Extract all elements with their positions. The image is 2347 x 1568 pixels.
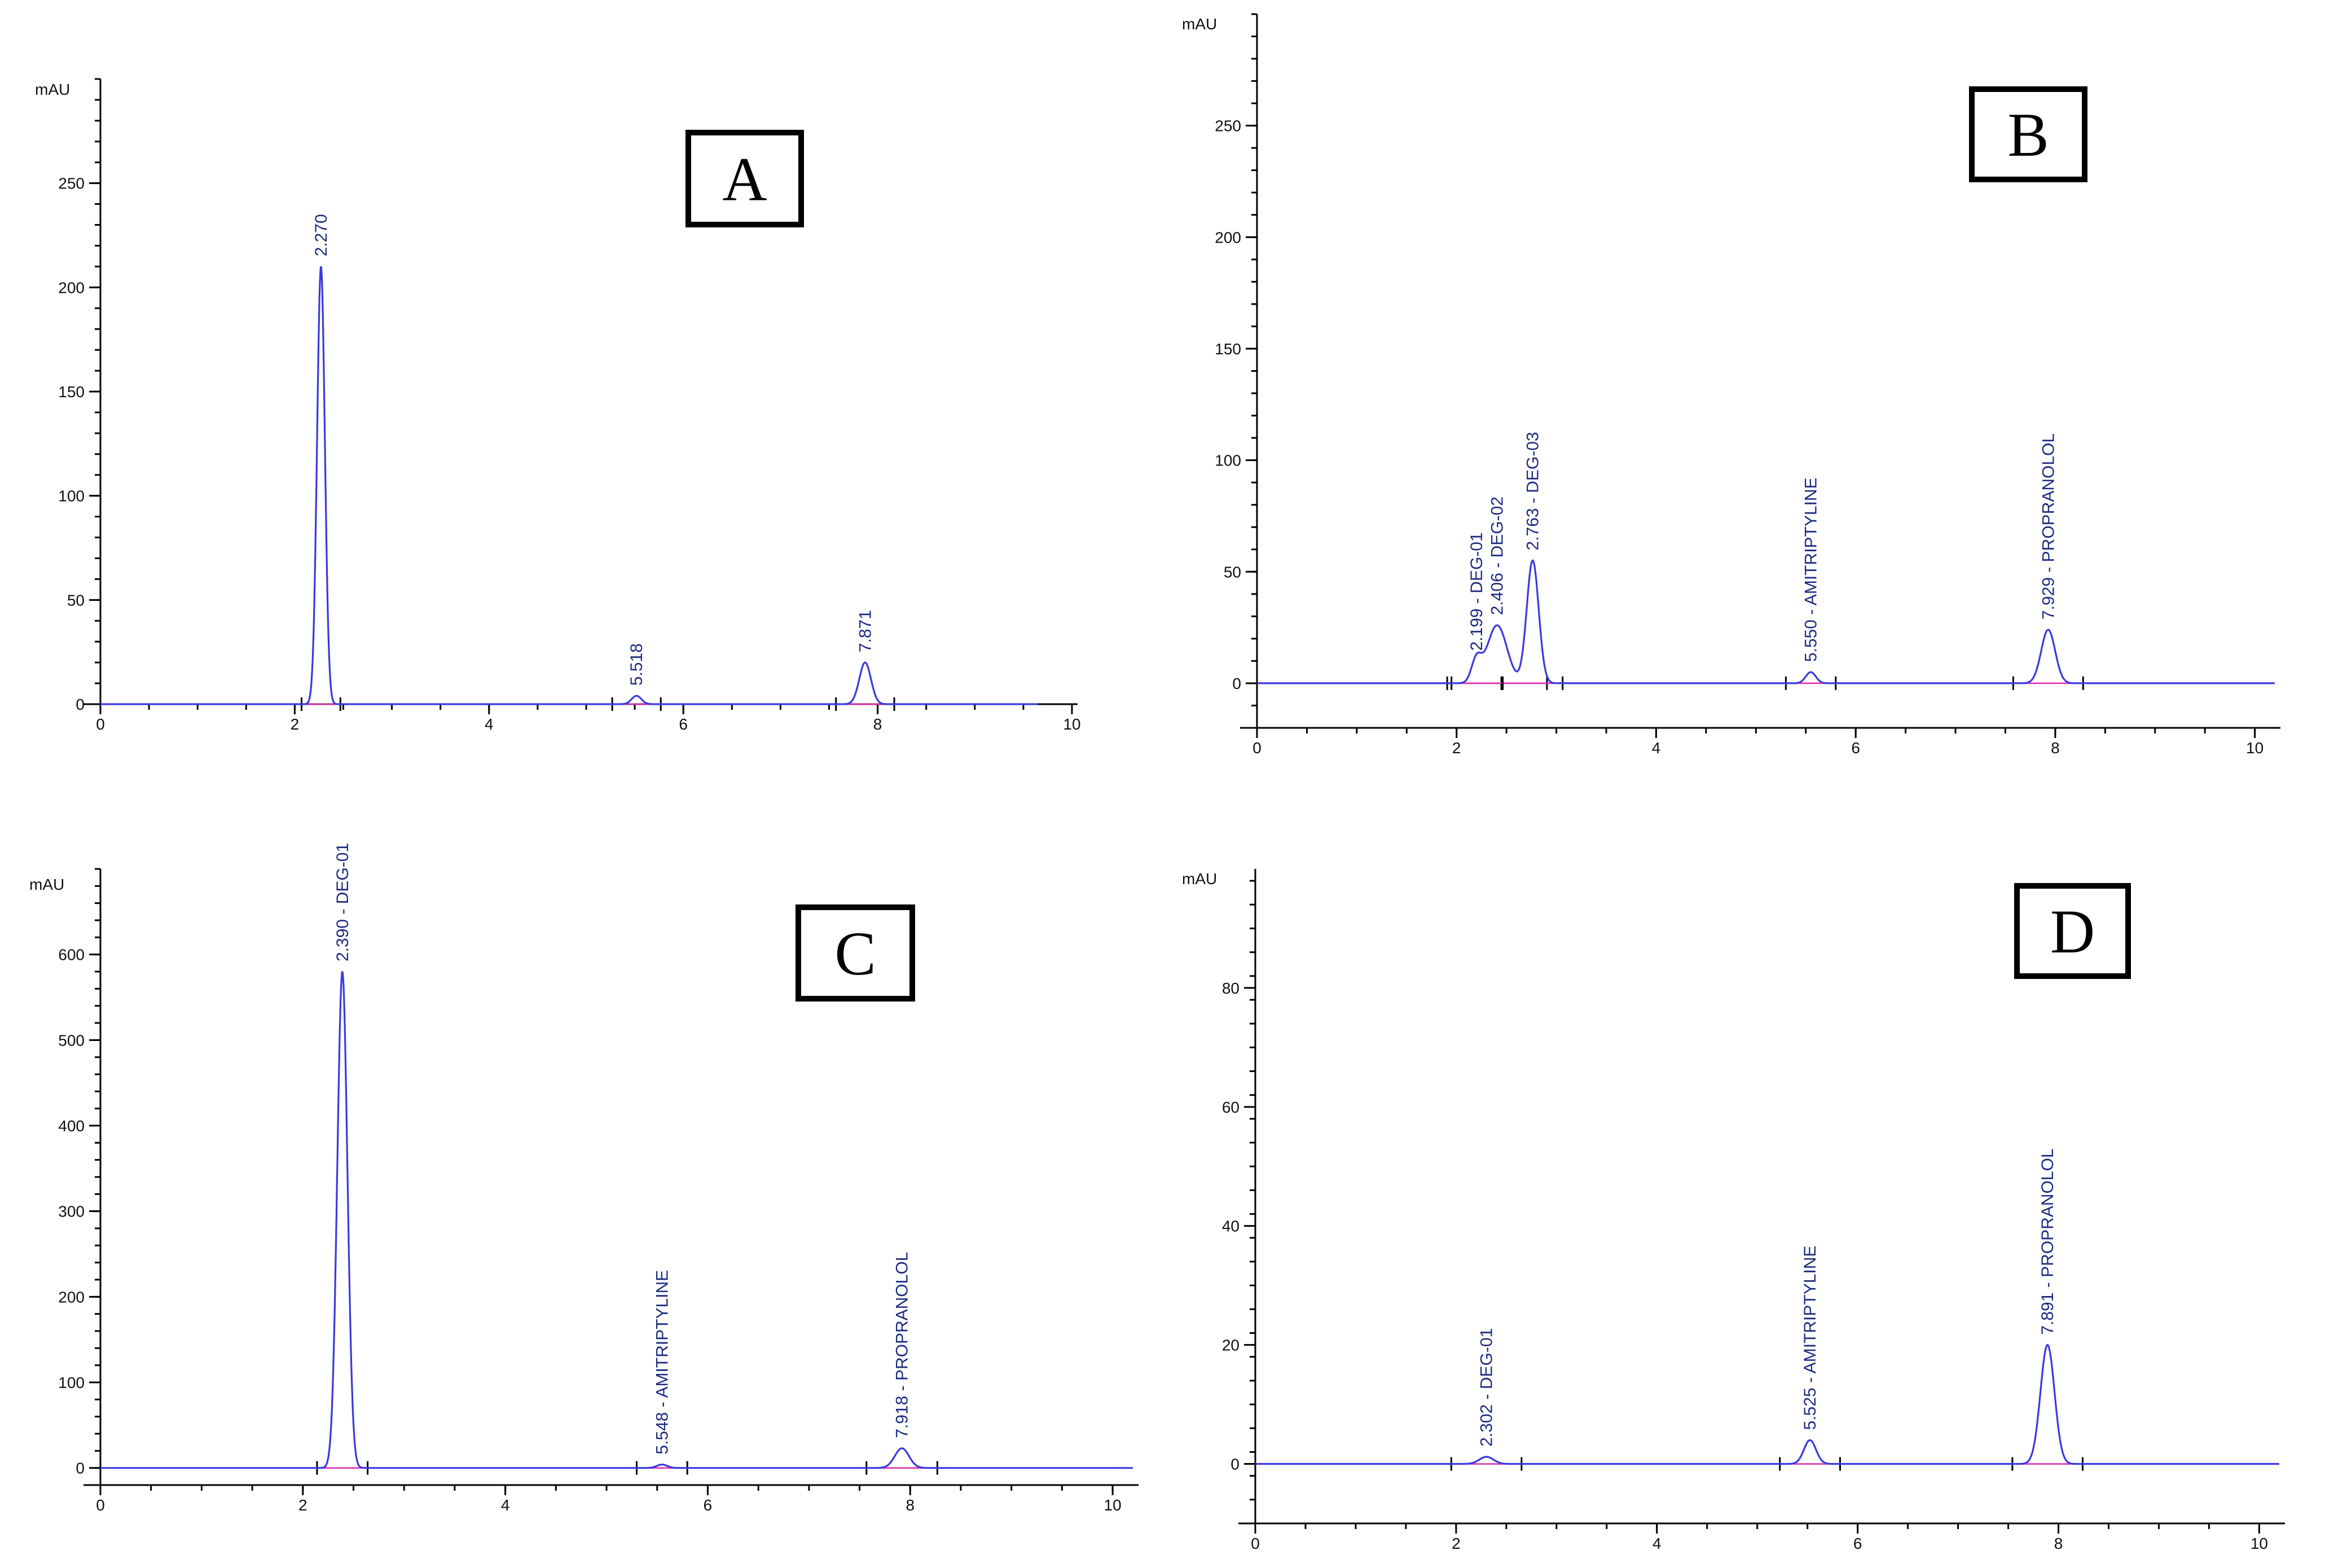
y-tick-label: 150 (1215, 340, 1241, 358)
chromatogram-trace (100, 266, 1038, 705)
peak-label: 7.918 - PROPRANOLOL (893, 1252, 912, 1438)
x-tick-label: 8 (873, 715, 882, 733)
panel-letter-box (685, 130, 804, 227)
x-tick-label: 0 (1252, 739, 1262, 757)
y-tick-label: 50 (67, 591, 85, 609)
x-tick-label: 4 (501, 1496, 510, 1514)
peak-label: 5.525 - AMITRIPTYLINE (1801, 1246, 1819, 1430)
panel-letter-box (1969, 86, 2087, 182)
y-tick-label: 0 (76, 696, 85, 713)
x-tick-label: 0 (96, 715, 105, 733)
x-tick-label: 8 (906, 1496, 915, 1514)
x-tick-label: 6 (679, 715, 688, 733)
y-tick-label: 50 (1224, 563, 1241, 581)
chromatogram-trace (1257, 559, 2275, 684)
y-tick-label: 200 (58, 1288, 85, 1306)
y-tick-label: 500 (58, 1031, 85, 1049)
panel-letter-box (2014, 883, 2131, 979)
y-tick-label: 100 (58, 487, 85, 505)
y-tick-label: 0 (1232, 675, 1241, 692)
y-tick-label: 250 (58, 175, 85, 192)
x-tick-label: 6 (704, 1496, 713, 1514)
x-tick-label: 4 (1652, 739, 1661, 757)
y-tick-label: 40 (1222, 1218, 1240, 1235)
panel-letter: C (834, 919, 876, 988)
x-tick-label: 8 (2054, 1535, 2063, 1552)
y-tick-label: 400 (58, 1117, 85, 1135)
y-tick-label: 600 (58, 946, 85, 964)
x-tick-label: 6 (1851, 739, 1860, 757)
chromatogram-panel-d: mAU 0 20 40 60 80 0 2 4 6 8 10 2.302 - DEG-01 5.525 -… (1182, 869, 2285, 1552)
x-tick-label: 10 (1104, 1496, 1122, 1514)
y-tick-label: 0 (1230, 1456, 1240, 1473)
y-unit-label: mAU (1182, 15, 1217, 33)
x-tick-label: 4 (485, 715, 494, 733)
x-tick-label: 8 (2051, 739, 2060, 757)
x-tick-label: 10 (2251, 1535, 2268, 1552)
peak-label: 7.891 - PROPRANOLOL (2038, 1148, 2057, 1334)
y-tick-label: 200 (1215, 229, 1241, 246)
x-tick-label: 2 (291, 715, 300, 733)
panel-letter: A (722, 145, 767, 214)
y-tick-label: 80 (1222, 980, 1240, 997)
peak-label: 5.548 - AMITRIPTYLINE (653, 1270, 671, 1455)
panel-letter-box (795, 904, 915, 1002)
y-tick-label: 200 (58, 279, 85, 296)
peak-label: 2.406 - DEG-02 (1488, 497, 1507, 615)
x-tick-label: 2 (1452, 739, 1461, 757)
x-tick-label: 0 (96, 1496, 105, 1514)
panel-letter: D (2050, 897, 2095, 966)
peak-label: 2.390 - DEG-01 (333, 843, 352, 961)
x-tick-label: 10 (1063, 715, 1080, 733)
peak-label: 7.871 (856, 610, 874, 652)
x-tick-label: 10 (2246, 739, 2264, 757)
peak-label: 2.763 - DEG-03 (1524, 432, 1542, 550)
y-tick-label: 300 (58, 1203, 85, 1220)
peak-label: 2.270 (312, 214, 331, 256)
x-tick-label: 2 (1452, 1535, 1461, 1552)
y-tick-label: 20 (1222, 1337, 1240, 1354)
y-unit-label: mAU (35, 81, 70, 98)
y-tick-label: 150 (58, 383, 85, 401)
y-tick-label: 60 (1222, 1099, 1240, 1116)
chromatogram-trace (100, 971, 1133, 1469)
peak-label: 5.518 (627, 643, 646, 686)
peak-label: 2.199 - DEG-01 (1467, 532, 1486, 651)
y-tick-label: 100 (1215, 452, 1241, 469)
y-tick-label: 250 (1215, 117, 1241, 135)
peak-label: 2.302 - DEG-01 (1478, 1328, 1496, 1447)
y-unit-label: mAU (29, 876, 64, 893)
y-unit-label: mAU (1182, 870, 1217, 888)
peak-label: 7.929 - PROPRANOLOL (2039, 433, 2058, 620)
chromatogram-panel-c: mAU 0 100 200 300 400 500 600 0 2 4 6 8 10 2.390 - DEG… (29, 843, 1139, 1514)
y-tick-label: 0 (76, 1460, 85, 1477)
x-tick-label: 0 (1251, 1535, 1260, 1552)
chromatogram-trace (1255, 1343, 2279, 1465)
chromatogram-panel-a: mAU 0 50 100 150 200 250 0 2 4 6 8 10 2.270 5.518 7.871… (35, 78, 1081, 733)
y-tick-label: 100 (58, 1374, 85, 1391)
x-tick-label: 6 (1853, 1535, 1862, 1552)
x-tick-label: 4 (1652, 1535, 1662, 1552)
panel-letter: B (2007, 100, 2049, 169)
peak-label: 5.550 - AMITRIPTYLINE (1802, 477, 1821, 662)
x-tick-label: 2 (298, 1496, 307, 1514)
